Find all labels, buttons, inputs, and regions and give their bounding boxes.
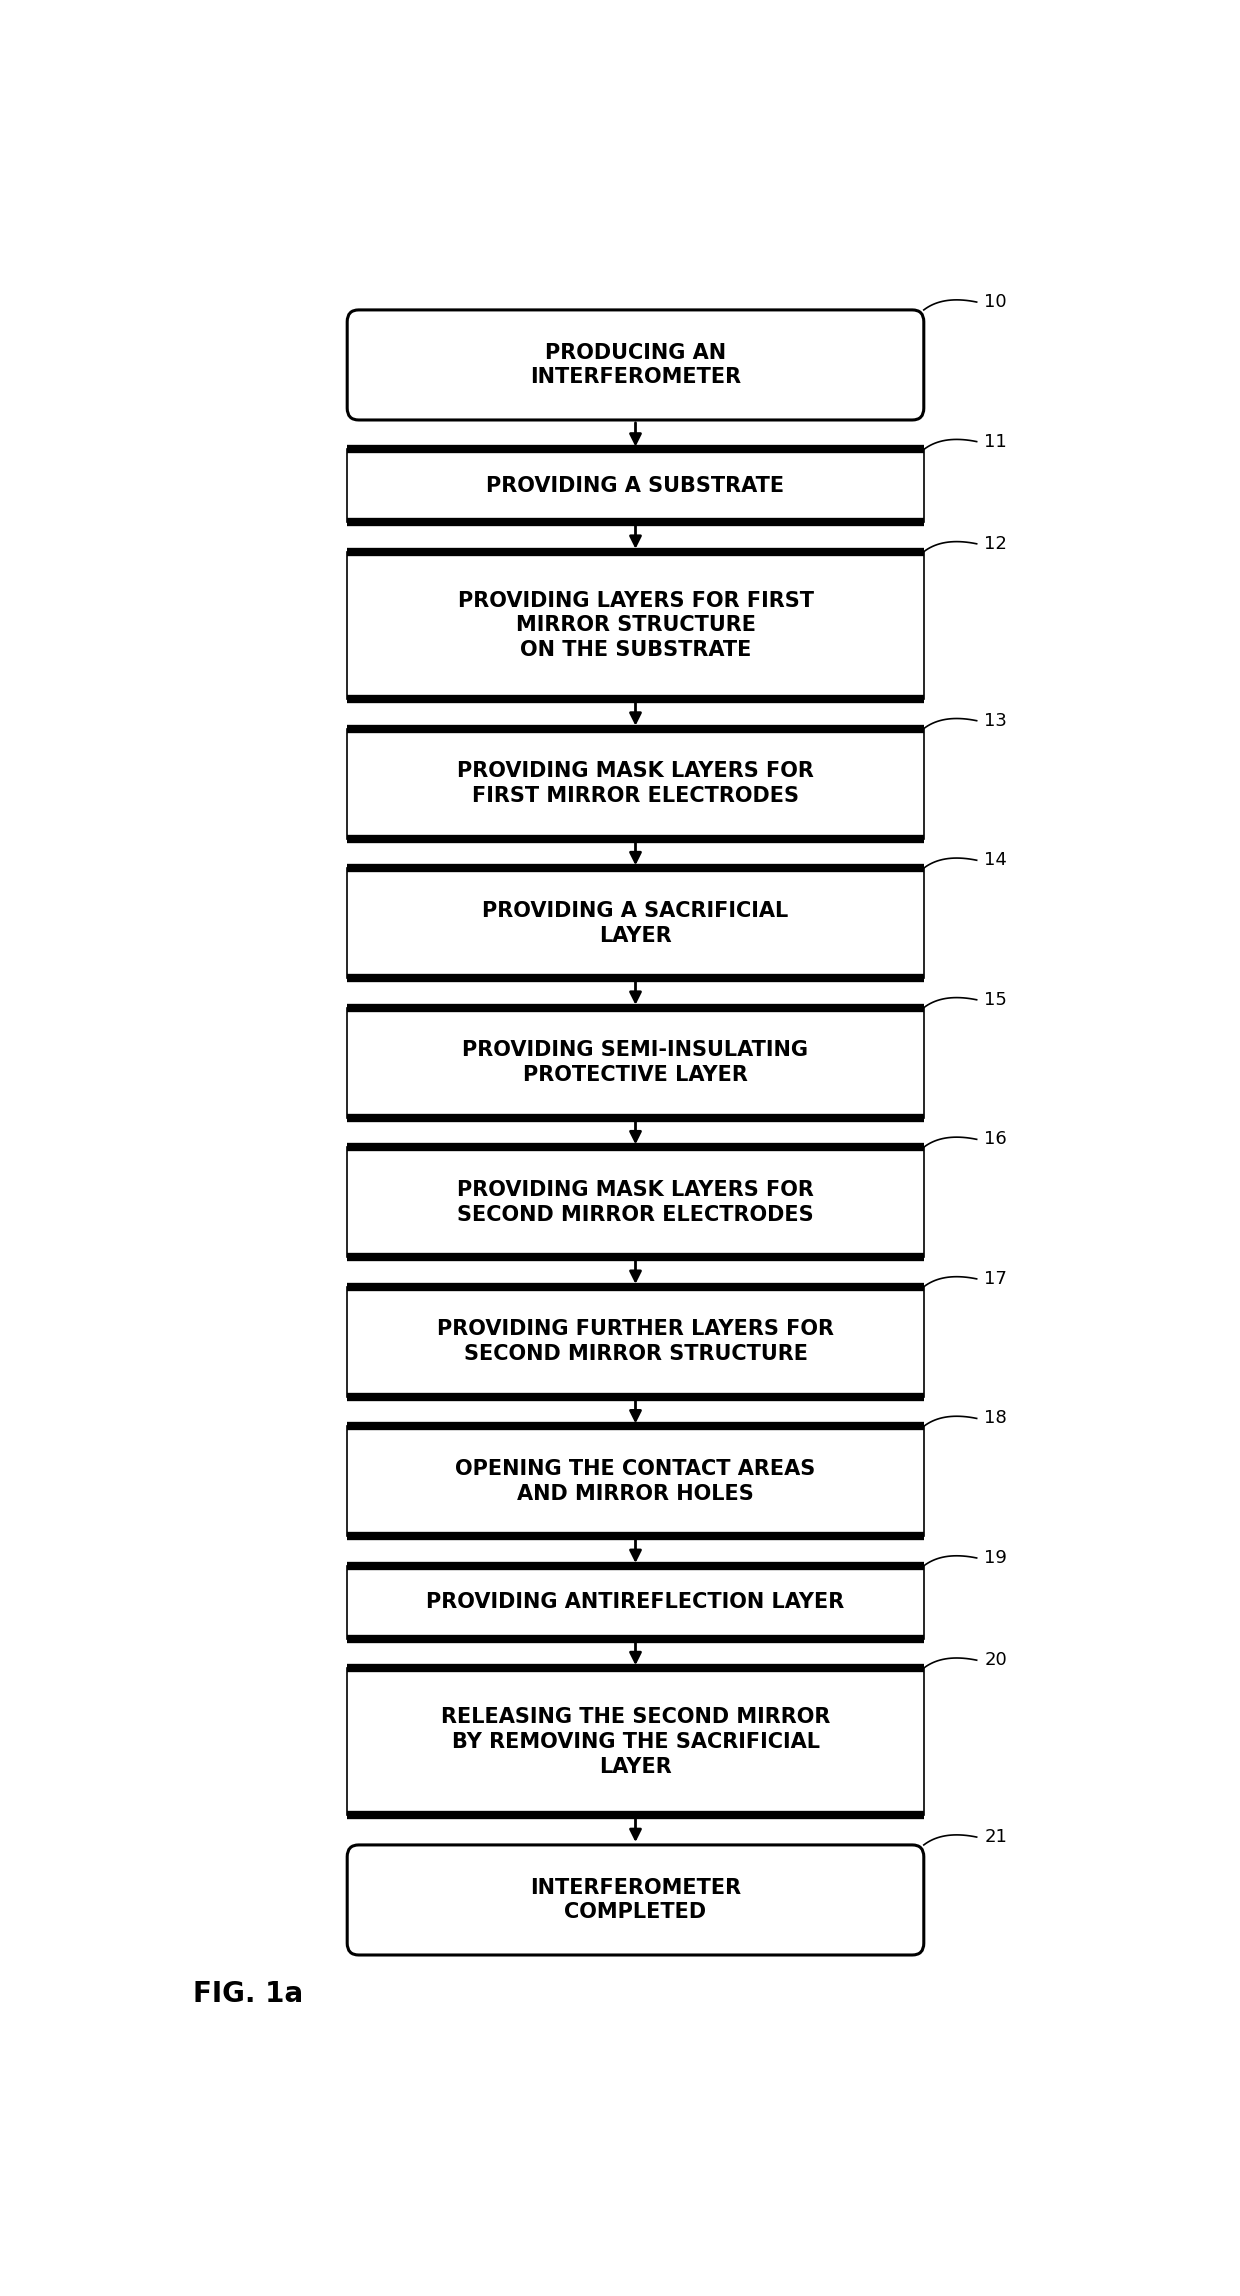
Text: 15: 15	[985, 992, 1007, 1008]
Text: FIG. 1a: FIG. 1a	[193, 1979, 304, 2007]
Bar	[347, 728, 924, 838]
Text: PROVIDING FURTHER LAYERS FOR
SECOND MIRROR STRUCTURE: PROVIDING FURTHER LAYERS FOR SECOND MIRR…	[436, 1320, 835, 1364]
Bar	[347, 1667, 924, 1816]
Text: 19: 19	[985, 1550, 1007, 1566]
Bar	[347, 868, 924, 978]
Text: PROVIDING SEMI-INSULATING
PROTECTIVE LAYER: PROVIDING SEMI-INSULATING PROTECTIVE LAY…	[463, 1040, 808, 1086]
Text: INTERFEROMETER
COMPLETED: INTERFEROMETER COMPLETED	[529, 1878, 742, 1922]
Bar	[347, 1286, 924, 1396]
Bar	[347, 450, 924, 521]
Text: PROVIDING A SACRIFICIAL
LAYER: PROVIDING A SACRIFICIAL LAYER	[482, 900, 789, 946]
Text: 20: 20	[985, 1651, 1007, 1669]
Text: PROVIDING ANTIREFLECTION LAYER: PROVIDING ANTIREFLECTION LAYER	[427, 1591, 844, 1612]
Text: OPENING THE CONTACT AREAS
AND MIRROR HOLES: OPENING THE CONTACT AREAS AND MIRROR HOL…	[455, 1458, 816, 1504]
Text: 11: 11	[985, 432, 1007, 450]
FancyBboxPatch shape	[347, 1846, 924, 1954]
Bar	[347, 1426, 924, 1536]
Text: PROVIDING MASK LAYERS FOR
SECOND MIRROR ELECTRODES: PROVIDING MASK LAYERS FOR SECOND MIRROR …	[458, 1180, 813, 1224]
Text: RELEASING THE SECOND MIRROR
BY REMOVING THE SACRIFICIAL
LAYER: RELEASING THE SECOND MIRROR BY REMOVING …	[440, 1706, 831, 1777]
Text: PROVIDING A SUBSTRATE: PROVIDING A SUBSTRATE	[486, 475, 785, 496]
Text: PRODUCING AN
INTERFEROMETER: PRODUCING AN INTERFEROMETER	[529, 342, 742, 388]
Text: 12: 12	[985, 535, 1007, 553]
Bar	[347, 1148, 924, 1258]
Text: 17: 17	[985, 1270, 1007, 1288]
Text: PROVIDING MASK LAYERS FOR
FIRST MIRROR ELECTRODES: PROVIDING MASK LAYERS FOR FIRST MIRROR E…	[458, 762, 813, 806]
Text: 14: 14	[985, 852, 1007, 870]
Text: 16: 16	[985, 1130, 1007, 1148]
FancyBboxPatch shape	[347, 310, 924, 420]
Text: 13: 13	[985, 712, 1007, 730]
Text: 18: 18	[985, 1410, 1007, 1428]
Bar	[347, 1008, 924, 1118]
Text: 21: 21	[985, 1828, 1007, 1846]
Bar	[347, 551, 924, 698]
Text: PROVIDING LAYERS FOR FIRST
MIRROR STRUCTURE
ON THE SUBSTRATE: PROVIDING LAYERS FOR FIRST MIRROR STRUCT…	[458, 590, 813, 661]
Text: 10: 10	[985, 294, 1007, 310]
Bar	[347, 1566, 924, 1639]
